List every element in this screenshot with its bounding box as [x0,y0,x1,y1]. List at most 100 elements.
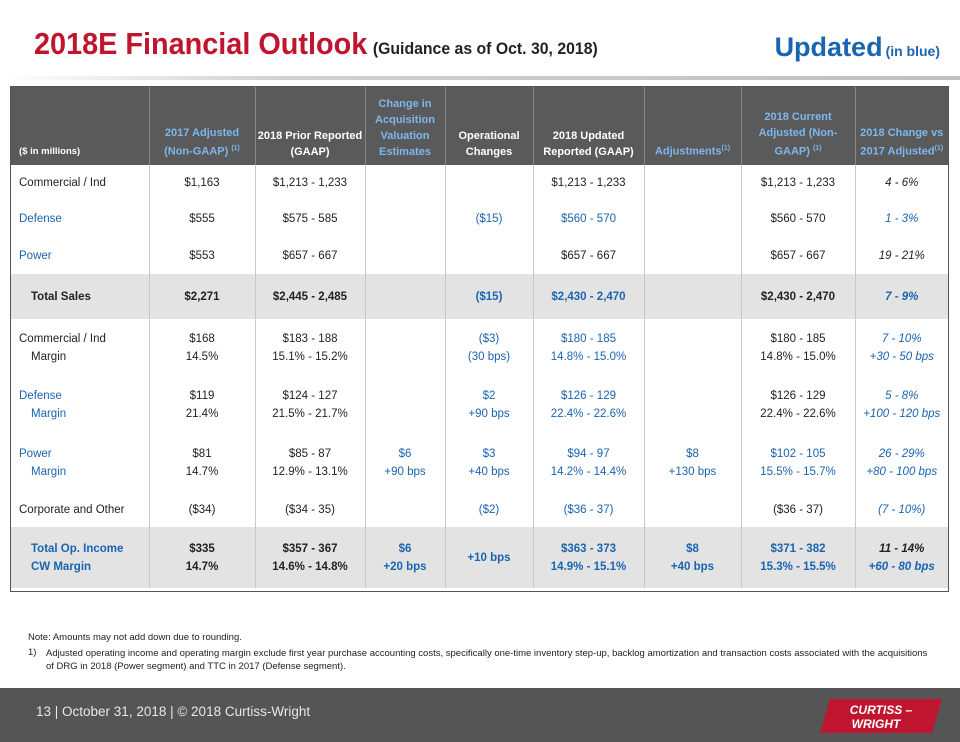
cell: ($2) [445,492,534,527]
cell: $126 - 129 22.4% - 22.6% [533,376,645,434]
row-label: Defense Margin [11,376,150,434]
cell [365,200,446,238]
outlook-table-container: ($ in millions) 2017 Adjusted (Non-GAAP)… [10,86,949,592]
header-2018-current: 2018 Current Adjusted (Non-GAAP) (1) [741,87,856,165]
cell [365,319,446,376]
table-row: Defense $555 $575 - 585 ($15) $560 - 570… [11,200,948,238]
cell: $1,213 - 1,233 [533,165,645,200]
footnote-text: Adjusted operating income and operating … [46,648,928,672]
cell: $2,445 - 2,485 [255,274,366,319]
cell: $8 +130 bps [644,434,742,492]
row-label: Total Op. Income CW Margin [11,527,150,588]
cell: $119 21.4% [149,376,256,434]
cell: 7 - 9% [855,274,948,319]
cell: $1,213 - 1,233 [255,165,366,200]
cell: $2,430 - 2,470 [741,274,856,319]
cell: +10 bps [445,527,534,588]
title-bar: 2018E Financial Outlook (Guidance as of O… [0,0,960,80]
cell: $180 - 185 14.8% - 15.0% [533,319,645,376]
header-operational: Operational Changes [445,87,534,165]
row-label: Defense [11,200,150,238]
header-acq-valuation: Change in Acquisition Valuation Estimate… [365,87,446,165]
table-row: Defense Margin $119 21.4% $124 - 127 21.5% … [11,376,948,434]
cell: $81 14.7% [149,434,256,492]
svg-text:WRIGHT: WRIGHT [852,717,902,731]
table-row: Commercial / Ind Margin $168 14.5% $183 - … [11,319,948,376]
cell [445,165,534,200]
cell: $1,163 [149,165,256,200]
cell: $335 14.7% [149,527,256,588]
cell: $85 - 87 12.9% - 13.1% [255,434,366,492]
cell: $371 - 382 15.3% - 15.5% [741,527,856,588]
svg-text:CURTISS –: CURTISS – [850,703,913,717]
cell: $126 - 129 22.4% - 22.6% [741,376,856,434]
cell: $363 - 373 14.9% - 15.1% [533,527,645,588]
cell [365,492,446,527]
cell [644,376,742,434]
footer: 13 | October 31, 2018 | © 2018 Curtiss-W… [0,688,960,742]
updated-note: (in blue) [885,43,940,59]
cell: 4 - 6% [885,176,919,189]
table-row: Commercial / Ind $1,163 $1,213 - 1,233 $… [11,165,948,200]
cell [365,238,446,274]
cell: $168 14.5% [149,319,256,376]
cell: 11 - 14% +60 - 80 bps [855,527,948,588]
cell: $2,430 - 2,470 [533,274,645,319]
table-row-total-sales: Total Sales $2,271 $2,445 - 2,485 ($15) … [11,274,948,319]
cell: $8 +40 bps [644,527,742,588]
cell: $560 - 570 [533,200,645,238]
footnote-number: 1) [28,647,37,658]
cell: $2,271 [149,274,256,319]
title-divider [0,76,960,80]
row-label: Commercial / Ind [11,165,150,200]
cell: $102 - 105 15.5% - 15.7% [741,434,856,492]
curtiss-wright-logo: CURTISS – WRIGHT [820,699,942,733]
header-2017-adjusted: 2017 Adjusted (Non-GAAP) (1) [149,87,256,165]
cell: ($15) [445,200,534,238]
updated-text: Updated [774,32,883,62]
cell: (7 - 10%) [878,503,926,516]
cell: ($36 - 37) [741,492,856,527]
title-subtitle: (Guidance as of Oct. 30, 2018) [372,39,598,58]
cell [644,165,742,200]
cell: $555 [149,200,256,238]
cell: ($34) [149,492,256,527]
cell: $6 +90 bps [365,434,446,492]
cell: ($3) (30 bps) [445,319,534,376]
header-2018-updated: 2018 Updated Reported (GAAP) [533,87,645,165]
cell: 19 - 21% [878,250,925,262]
row-label: Total Sales [11,274,150,319]
cell [644,238,742,274]
updated-label: Updated (in blue) [775,32,940,63]
cell: $6 +20 bps [365,527,446,588]
cell [365,274,446,319]
cell: $657 - 667 [741,238,856,274]
cell: $657 - 667 [533,238,645,274]
table-row: Power $553 $657 - 667 $657 - 667 $657 - … [11,238,948,274]
cell: $357 - 367 14.6% - 14.8% [255,527,366,588]
cell: 1 - 3% [885,213,919,225]
cell: $3 +40 bps [445,434,534,492]
header-units: ($ in millions) [11,87,150,165]
header-change-vs-2017: 2018 Change vs 2017 Adjusted(1) [855,87,948,165]
cell [644,200,742,238]
cell [445,238,534,274]
table-row-total-op-income: Total Op. Income CW Margin $335 14.7% $357… [11,527,948,588]
cell: $183 - 188 15.1% - 15.2% [255,319,366,376]
cell [365,165,446,200]
outlook-table: ($ in millions) 2017 Adjusted (Non-GAAP)… [11,87,948,588]
cell: 26 - 29% +80 - 100 bps [866,448,938,478]
row-label: Power Margin [11,434,150,492]
cell: $94 - 97 14.2% - 14.4% [533,434,645,492]
rounding-note: Note: Amounts may not add down due to ro… [28,632,242,643]
table-header-row: ($ in millions) 2017 Adjusted (Non-GAAP)… [11,87,948,165]
cell: ($34 - 35) [255,492,366,527]
cell [644,274,742,319]
row-label: Corporate and Other [11,492,150,527]
cell: $575 - 585 [255,200,366,238]
page-title: 2018E Financial Outlook (Guidance as of O… [34,26,598,62]
row-label: Commercial / Ind Margin [11,319,150,376]
footer-page-info: 13 | October 31, 2018 | © 2018 Curtiss-W… [36,704,311,719]
cell: ($15) [445,274,534,319]
cell: $553 [149,238,256,274]
